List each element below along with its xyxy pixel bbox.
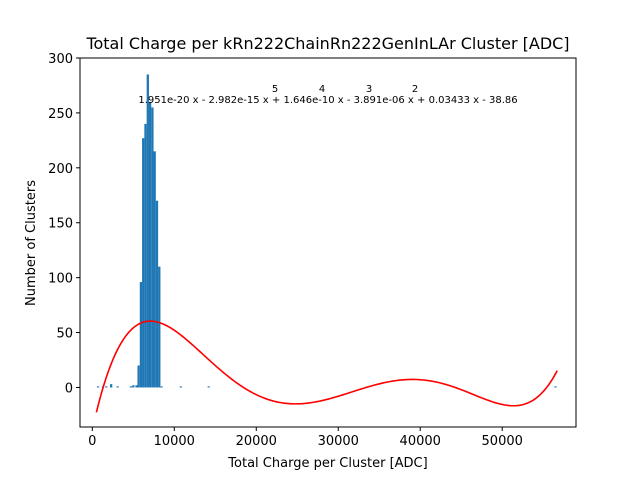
- histogram-bar: [132, 385, 135, 388]
- histogram-bar: [146, 74, 149, 388]
- y-tick-label: 200: [48, 162, 73, 177]
- histogram-bar: [207, 386, 210, 388]
- x-tick-label: 0: [88, 434, 96, 449]
- fit-exponent-2: 2: [412, 84, 418, 95]
- fit-exponent-5: 5: [272, 84, 278, 95]
- y-tick-label: 250: [48, 107, 73, 122]
- histogram-bar: [129, 386, 132, 388]
- y-axis-label: Number of Clusters: [24, 180, 39, 306]
- plot-frame: [79, 57, 577, 428]
- x-tick-label: 10000: [154, 434, 195, 449]
- fit-exponent-3: 3: [366, 84, 372, 95]
- fit-curve: [95, 320, 558, 413]
- chart-title: Total Charge per kRn222ChainRn222GenInLA…: [85, 34, 569, 53]
- histogram-bar: [153, 151, 156, 388]
- x-tick-label: 40000: [400, 434, 441, 449]
- x-tick-label: 30000: [318, 434, 359, 449]
- x-axis-ticks: 0 10000 20000 30000 40000 50000: [88, 427, 523, 449]
- histogram-bar: [137, 365, 140, 388]
- x-tick-label: 50000: [482, 434, 523, 449]
- histogram-bar: [554, 386, 557, 388]
- histogram-bar: [148, 101, 152, 388]
- histogram-bar: [105, 386, 108, 388]
- histogram-bar: [155, 200, 159, 388]
- x-axis-label: Total Charge per Cluster [ADC]: [227, 456, 427, 471]
- fit-equation: 1.951e-20 x - 2.982e-15 x + 1.646e-10 x …: [138, 95, 517, 106]
- histogram-bar: [158, 266, 161, 388]
- y-axis-ticks: 0 50 100 150 200 250 300: [48, 52, 80, 396]
- y-tick-label: 0: [65, 381, 73, 396]
- histogram-bar: [142, 138, 145, 388]
- histogram-bar: [160, 386, 163, 388]
- y-tick-label: 100: [48, 272, 73, 287]
- histogram-bar: [96, 386, 100, 388]
- histogram-bar: [116, 386, 119, 388]
- histogram-bar: [179, 386, 182, 388]
- y-tick-label: 50: [56, 327, 73, 342]
- fit-exponent-4: 4: [319, 84, 325, 95]
- histogram-bar: [144, 123, 147, 388]
- histogram-bar: [135, 385, 138, 388]
- y-tick-label: 300: [48, 52, 73, 67]
- histogram-bar: [151, 107, 154, 388]
- x-tick-label: 20000: [236, 434, 277, 449]
- histogram-bar: [139, 282, 143, 388]
- histogram-bar: [110, 384, 113, 388]
- y-tick-label: 150: [48, 217, 73, 232]
- histogram-bars: [96, 74, 557, 388]
